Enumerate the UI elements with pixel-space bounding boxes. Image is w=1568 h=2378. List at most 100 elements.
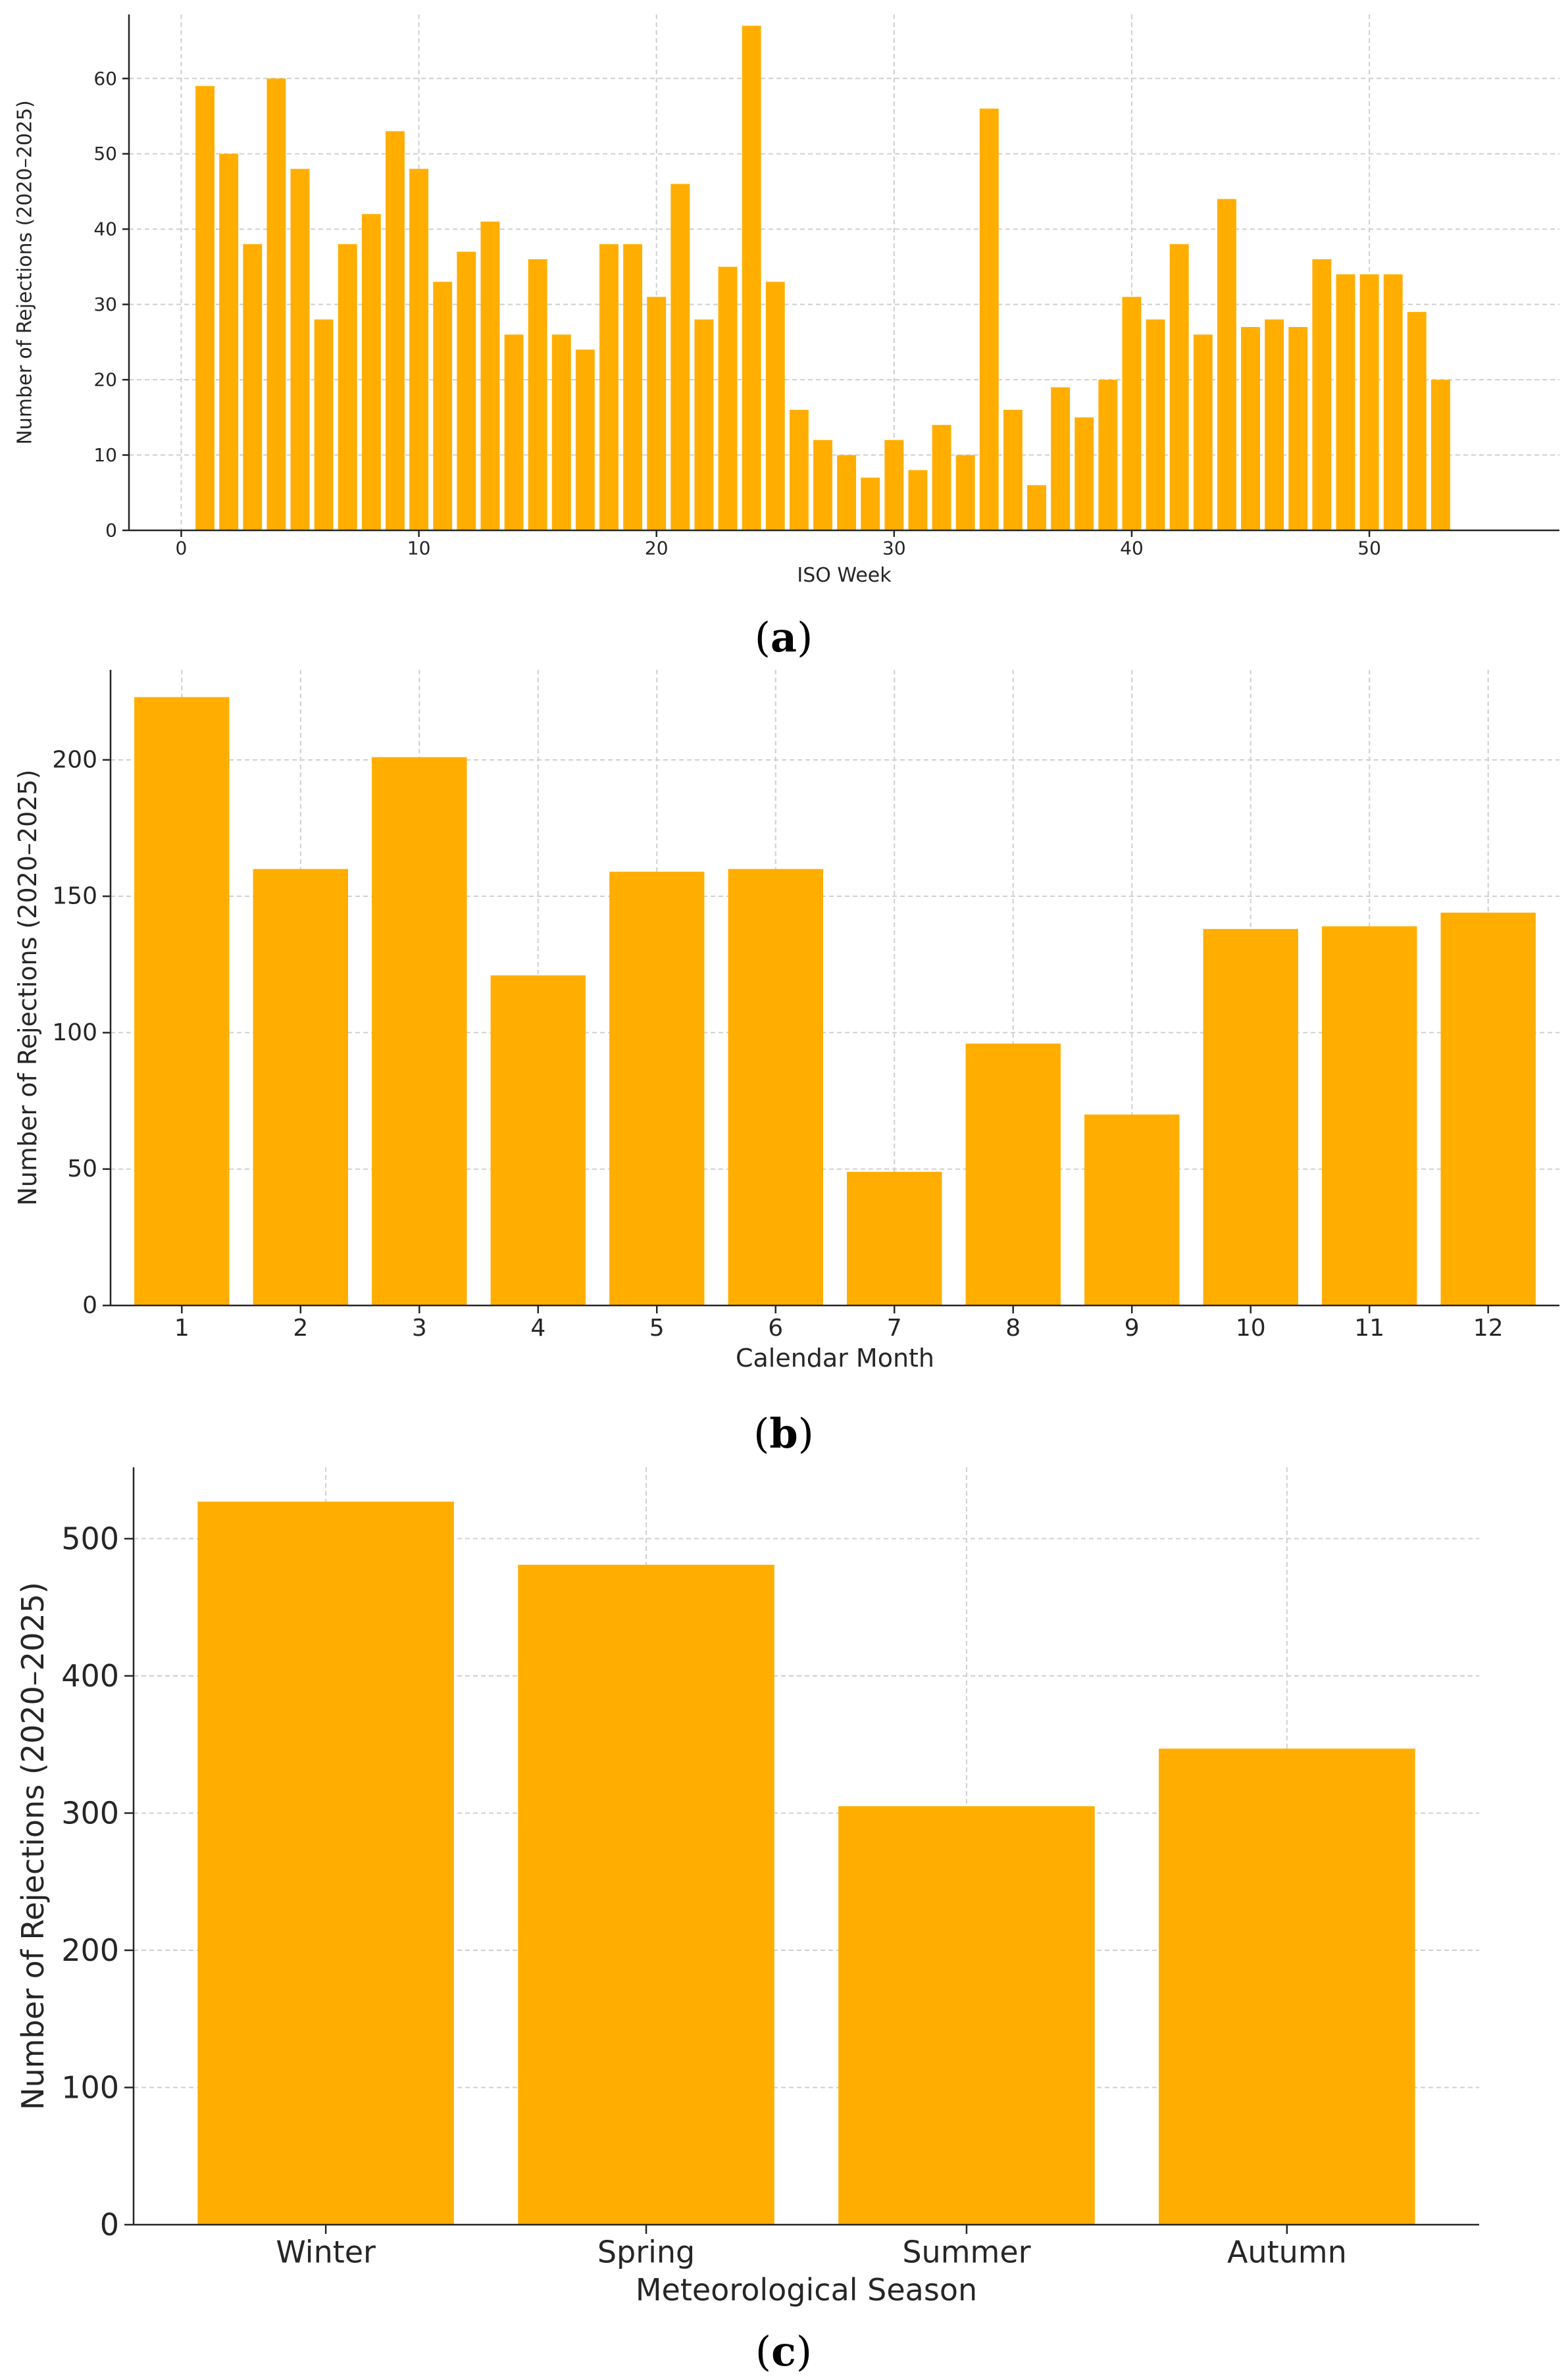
x-tick-label: 10 (1236, 1315, 1266, 1342)
bar-week-20 (647, 297, 667, 530)
bars (195, 26, 1450, 531)
bar-week-26 (789, 409, 809, 530)
bar-11 (1322, 926, 1417, 1305)
bar-week-22 (694, 319, 714, 530)
bar-week-3 (243, 244, 263, 530)
x-ticks: 1 2 3 4 5 6 7 8 9 10 11 12 (174, 1305, 1504, 1342)
bar-week-31 (908, 470, 928, 530)
chart-c-seasonal-rejections: 0 100 200 300 400 500 Winter Spring Summer Autumn… (15, 1467, 1479, 2308)
bar-week-10 (409, 168, 429, 530)
y-tick-label: 50 (67, 1155, 97, 1182)
x-tick-label: 4 (530, 1315, 545, 1342)
bar-week-5 (290, 168, 310, 530)
panel-label-c: (c) (755, 2327, 812, 2375)
x-tick-label: 0 (176, 538, 188, 559)
bar-week-47 (1288, 326, 1308, 530)
y-tick-label: 100 (61, 2069, 119, 2105)
bar-week-50 (1359, 274, 1379, 530)
x-tick-label: 20 (645, 538, 669, 559)
bar-5 (609, 871, 705, 1305)
bar-week-36 (1027, 485, 1046, 530)
bar-week-11 (433, 282, 453, 530)
bar-12 (1440, 912, 1536, 1305)
y-tick-label: 30 (93, 293, 117, 315)
bars (197, 1502, 1415, 2225)
bar-week-38 (1075, 417, 1094, 530)
y-tick-label: 40 (93, 218, 117, 240)
bars (134, 697, 1536, 1305)
bar-week-44 (1217, 199, 1236, 530)
x-tick-label: 1 (174, 1315, 190, 1342)
x-axis-title: Calendar Month (736, 1344, 934, 1373)
bar-week-24 (742, 26, 761, 530)
bar-2 (253, 869, 348, 1305)
bar-week-45 (1241, 326, 1260, 530)
y-tick-label: 0 (82, 1292, 97, 1319)
x-ticks: Winter Spring Summer Autumn (276, 2225, 1347, 2270)
x-tick-label: 11 (1354, 1315, 1384, 1342)
bar-week-34 (979, 109, 999, 531)
x-tick-label: 9 (1125, 1315, 1140, 1342)
bar-week-53 (1430, 380, 1450, 530)
bar-1 (134, 697, 230, 1305)
x-tick-label: 6 (768, 1315, 783, 1342)
x-tick-label: 40 (1120, 538, 1144, 559)
bar-week-32 (932, 424, 951, 530)
bar-week-35 (1003, 409, 1023, 530)
bar-week-49 (1336, 274, 1355, 530)
bar-week-8 (361, 214, 381, 530)
chart-a-weekly-rejections: 0 10 20 30 40 50 60 0 10 20 30 40 50 ISO Week Number o… (14, 14, 1559, 587)
y-axis-title: Number of Rejections (2020–2025) (14, 100, 37, 444)
y-tick-label: 20 (93, 369, 117, 391)
bar-8 (965, 1043, 1061, 1305)
x-tick-label: Spring (597, 2235, 695, 2270)
bar-week-33 (955, 455, 975, 530)
bar-week-29 (861, 477, 880, 530)
bar-winter (197, 1502, 454, 2225)
bar-7 (847, 1171, 942, 1305)
y-ticks: 0 10 20 30 40 50 60 (93, 68, 129, 542)
x-tick-label: 50 (1357, 538, 1381, 559)
bar-9 (1084, 1114, 1180, 1305)
y-tick-label: 60 (93, 68, 117, 89)
y-tick-label: 0 (100, 2207, 119, 2242)
bar-week-25 (765, 282, 785, 530)
x-tick-label: 30 (882, 538, 906, 559)
bar-week-28 (837, 455, 857, 530)
x-tick-label: Winter (276, 2235, 376, 2270)
bar-week-23 (718, 266, 738, 530)
bar-week-18 (599, 244, 619, 530)
bar-summer (838, 1806, 1095, 2225)
bar-week-52 (1407, 312, 1427, 530)
bar-week-27 (813, 440, 832, 530)
bar-week-4 (266, 78, 286, 530)
bar-week-41 (1146, 319, 1165, 530)
bar-week-9 (386, 131, 405, 530)
x-tick-label: Summer (902, 2235, 1030, 2270)
bar-week-21 (670, 184, 690, 530)
x-ticks: 0 10 20 30 40 50 (176, 530, 1381, 559)
bar-week-42 (1169, 244, 1189, 530)
x-tick-label: 10 (407, 538, 431, 559)
y-tick-label: 200 (61, 1933, 119, 1968)
y-tick-label: 10 (93, 444, 117, 466)
bar-week-39 (1098, 380, 1118, 530)
bar-week-13 (480, 221, 500, 530)
x-tick-label: Autumn (1227, 2235, 1347, 2270)
panel-label-b: (b) (753, 1409, 814, 1457)
y-tick-label: 100 (52, 1019, 97, 1046)
x-tick-label: 3 (412, 1315, 427, 1342)
x-tick-label: 12 (1473, 1315, 1504, 1342)
x-tick-label: 5 (649, 1315, 665, 1342)
x-tick-label: 8 (1005, 1315, 1021, 1342)
bar-week-14 (504, 334, 524, 530)
bar-week-2 (219, 153, 239, 530)
bar-week-12 (457, 251, 476, 530)
y-tick-label: 50 (93, 143, 117, 164)
bar-week-15 (528, 259, 547, 530)
panel-label-a: (a) (755, 613, 813, 661)
x-tick-label: 7 (887, 1315, 902, 1342)
y-tick-label: 200 (52, 746, 97, 773)
